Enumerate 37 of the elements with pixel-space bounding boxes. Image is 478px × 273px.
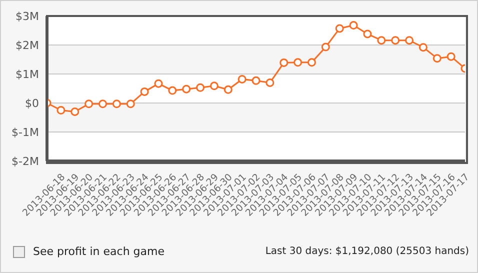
point [307,58,316,67]
point [70,107,80,116]
point [154,79,163,88]
point [112,100,121,108]
point [349,21,358,30]
point [168,86,177,95]
point [446,52,456,61]
point [126,100,135,108]
point [252,76,260,85]
point [391,36,400,45]
point [56,106,66,114]
point [238,74,246,84]
y-tick-label: $1M [16,68,39,81]
y-tick-label: $0 [25,96,39,110]
point [266,78,274,87]
point [84,100,94,108]
point [418,43,428,52]
text: Last 30 days: $1,192,080 (25503 hands) [265,246,469,257]
y-tick-label: $2M [16,38,39,52]
y-tick-label: $-2M [12,154,39,168]
y-tick-label: $3M [16,10,39,23]
y-tick-label: $-1M [12,126,39,139]
point [210,82,218,90]
point [98,100,107,108]
text: See profit in each game [33,245,165,258]
point [363,30,372,38]
point [432,54,442,63]
point [196,83,205,92]
point [140,87,149,96]
point [280,58,288,67]
point [321,42,330,52]
point [182,84,191,94]
point [405,36,414,45]
point [294,58,302,67]
point [224,85,232,94]
point [335,24,344,33]
point [377,36,386,45]
